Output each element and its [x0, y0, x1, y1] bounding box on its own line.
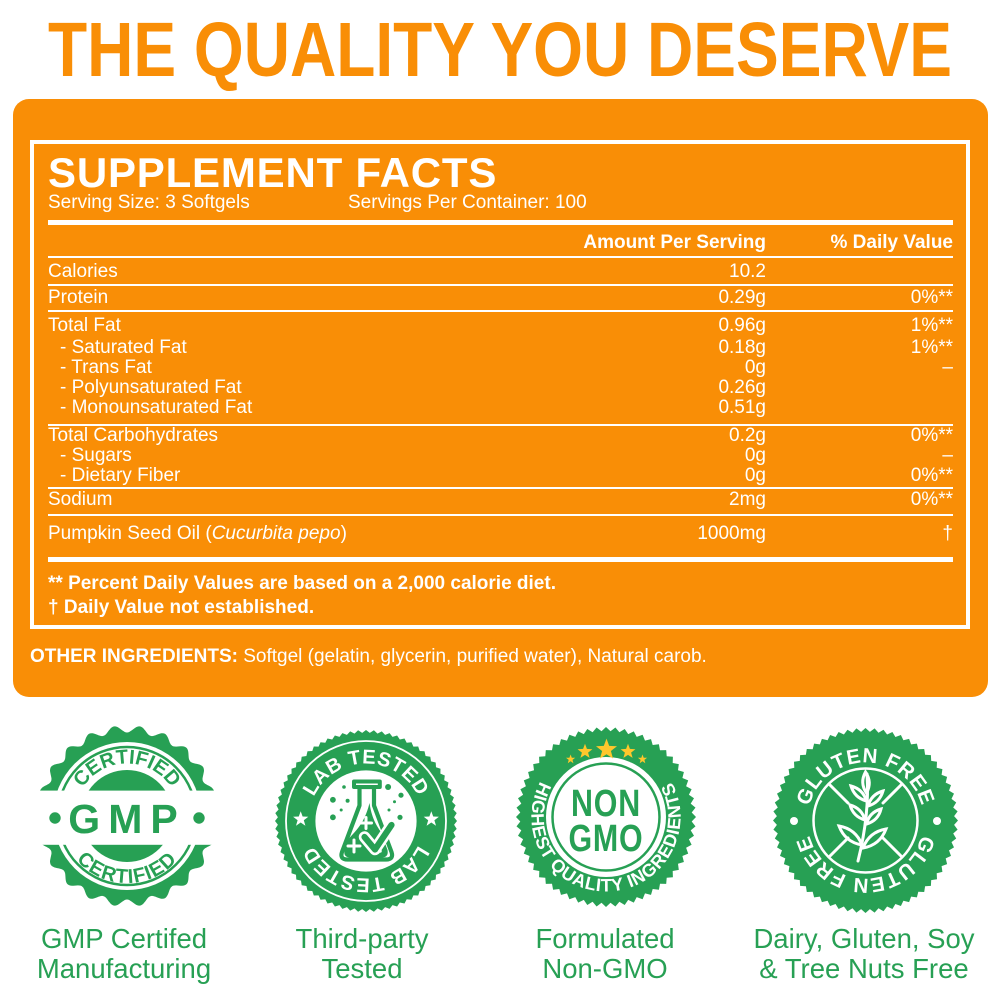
svg-text:GMO: GMO — [568, 818, 643, 860]
svg-text:GMP: GMP — [68, 796, 185, 842]
svg-text:NON: NON — [571, 783, 641, 825]
